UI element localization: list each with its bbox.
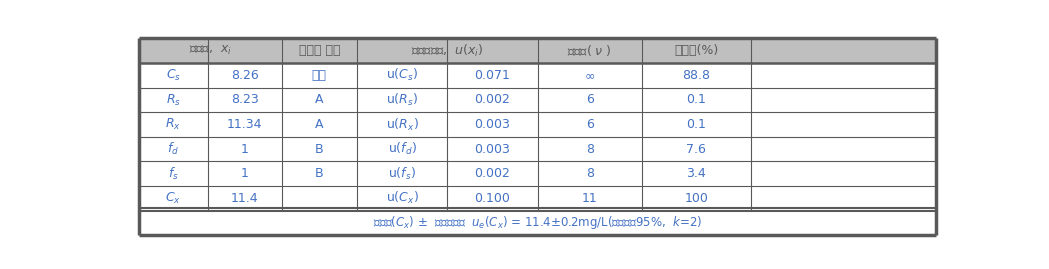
Text: 3.4: 3.4 <box>686 167 706 180</box>
Text: 0.100: 0.100 <box>474 192 511 205</box>
Text: u($\mathit{C}_x$): u($\mathit{C}_x$) <box>386 190 419 206</box>
Text: 11.4: 11.4 <box>231 192 258 205</box>
Text: 0.003: 0.003 <box>474 118 511 131</box>
Text: $\mathit{C}_x$: $\mathit{C}_x$ <box>166 191 181 206</box>
Bar <box>140 38 936 63</box>
Text: 합성: 합성 <box>312 69 327 82</box>
Text: $\mathit{f}_d$: $\mathit{f}_d$ <box>168 141 179 157</box>
Text: 11.34: 11.34 <box>227 118 262 131</box>
Text: 8: 8 <box>585 143 594 156</box>
Text: 입력량,  $x_i$: 입력량, $x_i$ <box>189 44 232 57</box>
Text: 8.26: 8.26 <box>231 69 258 82</box>
Text: 1: 1 <box>240 143 249 156</box>
Text: 0.071: 0.071 <box>474 69 511 82</box>
Text: 측정값($C_x$) ±  확장불확도  $u_e$($C_x$) = 11.4±0.2mg/L(신뢰수준95%,  $k$=2): 측정값($C_x$) ± 확장불확도 $u_e$($C_x$) = 11.4±0… <box>372 214 703 231</box>
Text: A: A <box>315 118 323 131</box>
Text: 100: 100 <box>684 192 708 205</box>
Text: 자유도( $\nu$ ): 자유도( $\nu$ ) <box>568 43 612 58</box>
Text: 1: 1 <box>240 167 249 180</box>
Text: 불확도 유형: 불확도 유형 <box>299 44 340 57</box>
Text: u($\mathit{R}_x$): u($\mathit{R}_x$) <box>386 116 419 133</box>
Text: u($\mathit{C}_s$): u($\mathit{C}_s$) <box>386 67 419 83</box>
Text: 8: 8 <box>585 167 594 180</box>
Text: $\mathit{C}_s$: $\mathit{C}_s$ <box>166 68 180 83</box>
Text: 0.1: 0.1 <box>686 118 706 131</box>
Text: 0.1: 0.1 <box>686 94 706 107</box>
Text: $\mathit{R}_x$: $\mathit{R}_x$ <box>166 117 181 132</box>
Text: 8.23: 8.23 <box>231 94 258 107</box>
Text: 11: 11 <box>582 192 598 205</box>
Text: 0.003: 0.003 <box>474 143 511 156</box>
Text: 표준불확도,  $u(x_i)$: 표준불확도, $u(x_i)$ <box>411 43 484 59</box>
Text: u($\mathit{R}_s$): u($\mathit{R}_s$) <box>386 92 419 108</box>
Text: $\mathit{R}_s$: $\mathit{R}_s$ <box>166 93 180 108</box>
Text: 6: 6 <box>585 94 594 107</box>
Text: B: B <box>315 143 324 156</box>
Text: $\mathit{f}_s$: $\mathit{f}_s$ <box>168 166 178 182</box>
Text: 0.002: 0.002 <box>474 167 511 180</box>
Text: u($\mathit{f}_d$): u($\mathit{f}_d$) <box>388 141 416 157</box>
Text: ∞: ∞ <box>584 69 595 82</box>
Text: 기여율(%): 기여율(%) <box>675 44 719 57</box>
Text: 0.002: 0.002 <box>474 94 511 107</box>
Text: 6: 6 <box>585 118 594 131</box>
Text: 88.8: 88.8 <box>682 69 710 82</box>
Text: 7.6: 7.6 <box>686 143 706 156</box>
Text: A: A <box>315 94 323 107</box>
Text: B: B <box>315 167 324 180</box>
Text: u($\mathit{f}_s$): u($\mathit{f}_s$) <box>388 166 416 182</box>
